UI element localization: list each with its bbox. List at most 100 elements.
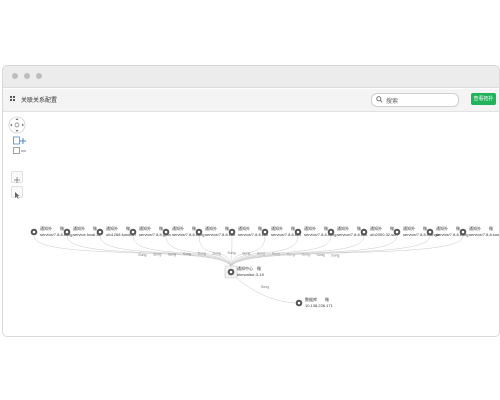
- zoom-out-icon[interactable]: [13, 147, 27, 155]
- node-mark: 微: [60, 225, 64, 231]
- edge-line: [230, 235, 464, 269]
- node-mark: 微: [489, 225, 493, 231]
- node-mark: 微: [324, 225, 328, 231]
- node-title: 通知中心: [237, 265, 253, 271]
- node-title: 通知外: [403, 225, 415, 231]
- page-title: 关联关系配置: [21, 98, 58, 104]
- app-toolbar: 关联关系配置 搜索 查看拓扑: [3, 89, 499, 112]
- node-subtitle: bkmonitor-3-19: [237, 272, 265, 277]
- node-mark: 微: [390, 225, 394, 231]
- edge-line: [33, 235, 232, 269]
- node-mark: 微: [291, 225, 295, 231]
- edge-line: [230, 235, 233, 269]
- node-title: 通知外: [436, 225, 448, 231]
- window-dot-icon[interactable]: [24, 73, 30, 79]
- window-dot-icon[interactable]: [36, 73, 42, 79]
- zoom-in-icon[interactable]: [13, 136, 27, 146]
- edge-label: Sung: [331, 253, 339, 257]
- node-mark: 微: [93, 225, 97, 231]
- pan-control-icon[interactable]: [8, 116, 26, 134]
- edge-label: Sung: [138, 253, 146, 257]
- window-dot-icon[interactable]: [12, 73, 18, 79]
- edge-label: Sung: [261, 285, 269, 289]
- edge-line: [198, 235, 232, 269]
- topology-graph[interactable]: Sung Sung Sung Sung Sung Sung Sung Sung Sung Sung…: [3, 112, 499, 336]
- node-mark: 微: [192, 225, 196, 231]
- search-icon: [376, 96, 383, 103]
- edge-label: Sung: [227, 251, 235, 255]
- node-subtitle: service/7.8.8.sung: [469, 232, 499, 237]
- node-title: 通知外: [106, 225, 118, 231]
- node-title: 数据库: [305, 296, 317, 302]
- node-mark: 微: [423, 225, 427, 231]
- window-titlebar: [3, 66, 499, 88]
- edge-line: [233, 275, 296, 304]
- node-title: 通知外: [40, 225, 52, 231]
- search-placeholder: 搜索: [386, 99, 399, 105]
- node-title: 通知外: [205, 225, 217, 231]
- node-subtitle: service/7.8.8.sung: [304, 232, 336, 237]
- node-title: 通知外: [370, 225, 382, 231]
- node-subtitle: service/7.8.8.sub.: [205, 232, 236, 237]
- plus-icon: [14, 177, 20, 183]
- select-tool-button[interactable]: [11, 186, 23, 199]
- edge-label: Sung: [153, 253, 161, 257]
- edge-line: [230, 235, 398, 269]
- node-mark: 微: [225, 225, 229, 231]
- node-mark: 微: [257, 265, 261, 271]
- edge-label: Sung: [198, 252, 206, 256]
- node-subtitle: 10.138.226.171: [305, 303, 334, 308]
- node-subtitle: service/7.8.8.gran: [139, 232, 171, 237]
- browser-window: 关联关系配置 搜索 查看拓扑: [2, 65, 500, 337]
- node-mark: 微: [357, 225, 361, 231]
- edge-label: Sung: [242, 251, 250, 255]
- node-title: 通知外: [304, 225, 316, 231]
- edge-label: Sung: [213, 251, 221, 255]
- edge-label: Sung: [183, 252, 191, 256]
- node-title: 通知外: [469, 225, 481, 231]
- add-node-button[interactable]: [11, 171, 23, 183]
- edge-line: [99, 235, 232, 269]
- view-topology-button[interactable]: 查看拓扑: [471, 93, 496, 105]
- node-subtitle: service/7.8.8.sub.: [337, 232, 368, 237]
- edge-label: Sung: [302, 253, 310, 257]
- edge-line: [165, 235, 232, 269]
- node-subtitle: ufo2000.32.sun: [370, 232, 398, 237]
- edge-line: [230, 235, 431, 269]
- node-mark: 微: [258, 225, 262, 231]
- edge-line: [230, 235, 299, 269]
- node-mark: 微: [325, 296, 329, 302]
- node-title: 通知外: [337, 225, 349, 231]
- edge-label: Sung: [168, 252, 176, 256]
- node-mark: 微: [159, 225, 163, 231]
- topology-canvas[interactable]: Sung Sung Sung Sung Sung Sung Sung Sung Sung Sung…: [3, 112, 499, 336]
- grid-menu-icon[interactable]: [10, 96, 16, 102]
- edge-line: [230, 235, 266, 269]
- node-subtitle: service/7.8.8.sung: [40, 232, 72, 237]
- node-mark: 微: [126, 225, 130, 231]
- node-title: 通知外: [139, 225, 151, 231]
- node-mark: 微: [456, 225, 460, 231]
- node-title: 通知外: [271, 225, 283, 231]
- node-subtitle: service/7.8.8.triangle: [403, 232, 441, 237]
- bottom-node[interactable]: 数据库 微10.138.226.171: [295, 296, 334, 308]
- edge-label: Sung: [257, 252, 265, 256]
- search-input[interactable]: 搜索: [371, 93, 459, 107]
- node-subtitle: service.local.38: [73, 232, 101, 237]
- node-title: 通知外: [238, 225, 250, 231]
